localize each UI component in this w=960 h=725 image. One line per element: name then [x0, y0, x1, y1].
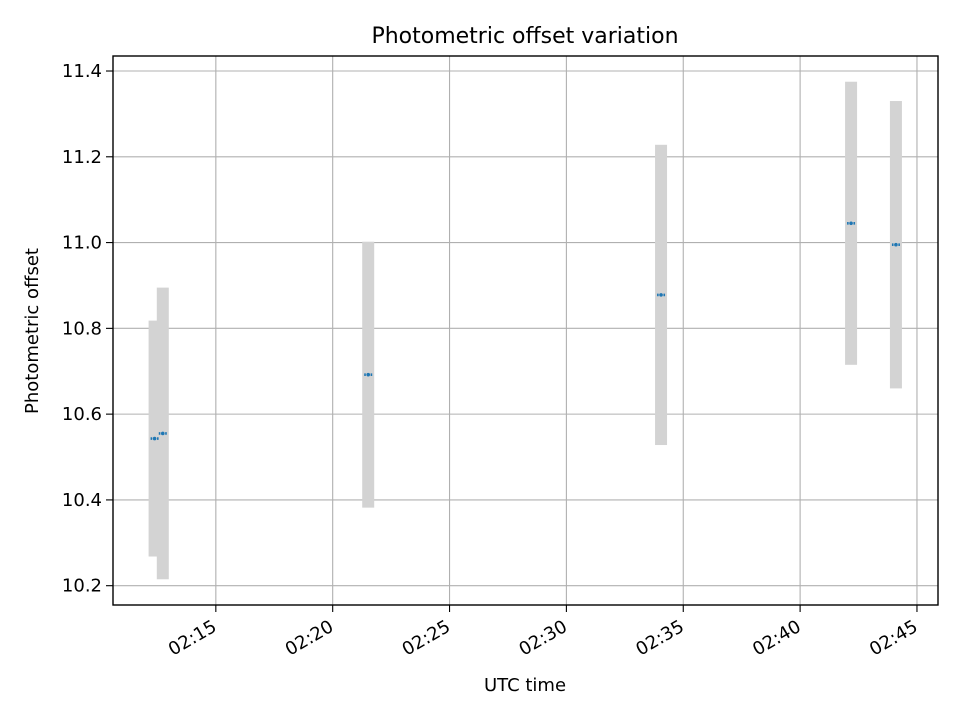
x-tick-label: 02:40 [749, 616, 804, 660]
y-tick-label: 11.0 [62, 233, 102, 254]
data-points [150, 221, 900, 441]
y-tick-label: 10.4 [62, 490, 102, 511]
x-tick-label: 02:35 [632, 616, 687, 660]
y-axis-label: Photometric offset [22, 248, 43, 414]
x-tick-label: 02:20 [282, 616, 337, 660]
x-tick-label: 02:15 [165, 616, 220, 660]
y-tick-label: 10.8 [62, 318, 102, 339]
y-tick-label: 11.2 [62, 147, 102, 168]
x-tick-label: 02:45 [866, 616, 921, 660]
y-tick-label: 10.6 [62, 404, 102, 425]
data-point [160, 431, 165, 436]
data-point [894, 242, 898, 247]
data-point [849, 221, 853, 226]
y-tick-label: 11.4 [62, 61, 102, 82]
x-tick-label: 02:30 [515, 616, 570, 660]
y-tick-label: 10.2 [62, 576, 102, 597]
data-point [152, 436, 157, 441]
plot-area-frame [112, 55, 939, 606]
x-tick-label: 02:25 [399, 616, 454, 660]
data-point [659, 293, 663, 297]
chart-title: Photometric offset variation [371, 24, 678, 49]
axis-ticks: 02:15 02:20 02:25 02:30 02:35 02:40 02:45 10.2 1… [62, 61, 922, 660]
gridlines [113, 56, 938, 605]
data-point [366, 372, 371, 377]
x-axis-label: UTC time [484, 675, 566, 696]
